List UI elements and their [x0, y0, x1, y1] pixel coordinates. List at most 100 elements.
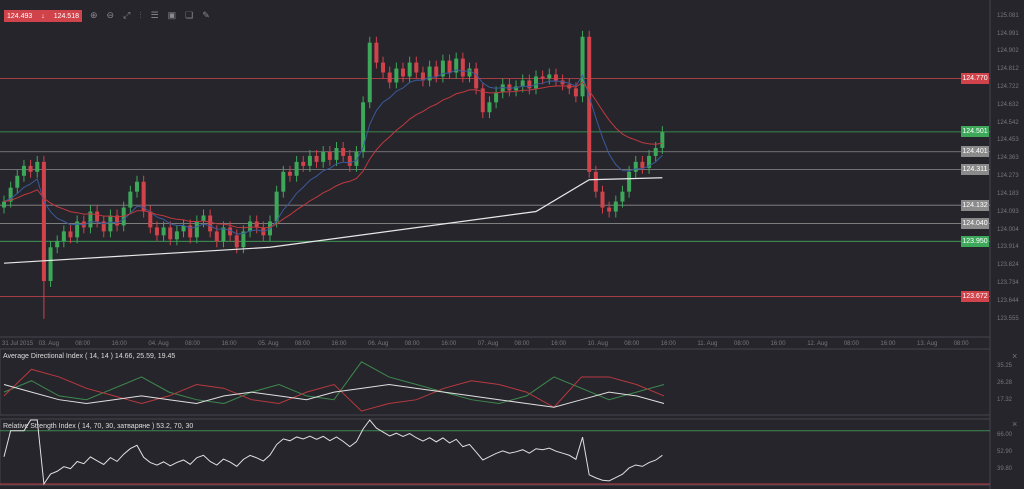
- scale-icon[interactable]: ⤢: [123, 10, 131, 20]
- rsi-tick: 52.90: [997, 449, 1013, 455]
- level-label: 124.501: [961, 126, 989, 138]
- candle: [221, 227, 226, 242]
- zoom-in-icon[interactable]: ⊕: [90, 10, 98, 20]
- candle: [653, 147, 658, 156]
- candle: [28, 165, 33, 172]
- ma-slow-line: [3, 81, 663, 229]
- candle: [507, 84, 512, 91]
- candle: [367, 42, 372, 103]
- time-tick: 08:00: [185, 341, 201, 347]
- level-label: 124.132: [961, 199, 989, 211]
- price-tick: 124.902: [997, 48, 1019, 55]
- candle: [514, 86, 519, 91]
- adx-tick: 26.28: [997, 380, 1013, 386]
- time-tick: 04. Aug: [148, 341, 169, 347]
- candle: [647, 155, 652, 168]
- draw-icon[interactable]: ✎: [202, 10, 210, 20]
- price-tick: 124.273: [997, 173, 1019, 180]
- price-tick: 123.914: [997, 244, 1019, 251]
- candle: [401, 68, 405, 77]
- time-tick: 08:00: [734, 341, 750, 347]
- time-tick: 13. Aug: [917, 341, 938, 347]
- indicators-icon[interactable]: ☰: [150, 10, 159, 20]
- price-tick: 124.812: [997, 66, 1019, 73]
- candle: [553, 74, 558, 81]
- time-tick: 03. Aug: [38, 341, 59, 347]
- ask-price: 124.518: [53, 12, 79, 20]
- candle: [387, 72, 392, 83]
- candle: [394, 68, 399, 83]
- candle: [573, 88, 578, 97]
- time-tick: 16:00: [441, 341, 457, 347]
- price-tick: 124.004: [997, 226, 1019, 233]
- candle: [135, 181, 139, 192]
- candle: [174, 231, 179, 240]
- close-rsi-icon[interactable]: ×: [1012, 419, 1018, 429]
- candle: [208, 215, 213, 232]
- time-tick: 16:00: [551, 341, 567, 347]
- time-tick: 07. Aug: [477, 341, 499, 347]
- candle: [254, 221, 259, 228]
- rsi-tick: 39.80: [997, 466, 1013, 472]
- candle: [188, 225, 193, 238]
- rsi-title: Relative Strength Index ( 14, 70, 30, за…: [3, 423, 194, 430]
- price-tick: 124.453: [997, 137, 1019, 144]
- candle: [108, 215, 113, 232]
- candle: [454, 58, 459, 73]
- screenshot-icon[interactable]: ▣: [167, 10, 177, 20]
- zoom-out-icon[interactable]: ⊖: [106, 10, 115, 20]
- price-tick: 124.542: [997, 119, 1019, 126]
- candle: [68, 231, 73, 238]
- candle: [600, 191, 605, 208]
- candle: [500, 84, 505, 93]
- candles-icon[interactable]: ⫶: [139, 10, 142, 20]
- candle: [241, 231, 246, 248]
- price-tick: 124.632: [997, 101, 1019, 108]
- candle: [327, 151, 332, 160]
- time-tick: 08:00: [624, 341, 640, 347]
- level-label: 124.311: [961, 164, 989, 176]
- adx-plus-line: [3, 361, 665, 404]
- candle: [607, 207, 612, 212]
- time-tick: 16:00: [660, 341, 676, 347]
- time-tick: 16:00: [331, 341, 347, 347]
- price-tick: 123.644: [997, 298, 1019, 305]
- time-tick: 31 Jul 2015: [2, 341, 34, 347]
- candle: [520, 80, 525, 87]
- candle: [620, 191, 625, 202]
- candle: [194, 221, 199, 238]
- candle: [420, 72, 425, 81]
- adx-main-line: [3, 384, 665, 408]
- price-tick: 124.722: [997, 83, 1019, 90]
- candle: [115, 215, 120, 226]
- time-tick: 10. Aug: [587, 341, 608, 347]
- candle: [287, 171, 292, 176]
- time-tick: 12. Aug: [807, 341, 828, 347]
- quote-box[interactable]: 124.493 ↓ 124.518: [4, 10, 82, 22]
- rsi-line: [3, 419, 663, 486]
- candle: [228, 227, 233, 236]
- candle: [301, 161, 306, 166]
- templates-icon[interactable]: ❏: [185, 10, 194, 20]
- candle: [347, 155, 352, 166]
- adx-title: Average Directional Index ( 14, 14 ) 14.…: [3, 353, 176, 360]
- candle: [321, 151, 326, 162]
- candle: [640, 161, 645, 168]
- close-adx-icon[interactable]: ×: [1012, 351, 1018, 361]
- adx-tick: 17.32: [997, 396, 1013, 403]
- candle: [534, 76, 538, 89]
- candle: [55, 241, 60, 248]
- time-tick: 16:00: [111, 341, 127, 347]
- adx-panel: [0, 348, 991, 416]
- candle: [660, 132, 665, 148]
- ma-long-line: [3, 177, 663, 264]
- candle: [414, 62, 419, 73]
- candle: [48, 247, 53, 282]
- time-tick: 08:00: [514, 341, 530, 347]
- candle: [447, 60, 452, 73]
- candle: [487, 102, 492, 113]
- time-tick: 08:00: [294, 341, 310, 347]
- candle: [274, 191, 279, 222]
